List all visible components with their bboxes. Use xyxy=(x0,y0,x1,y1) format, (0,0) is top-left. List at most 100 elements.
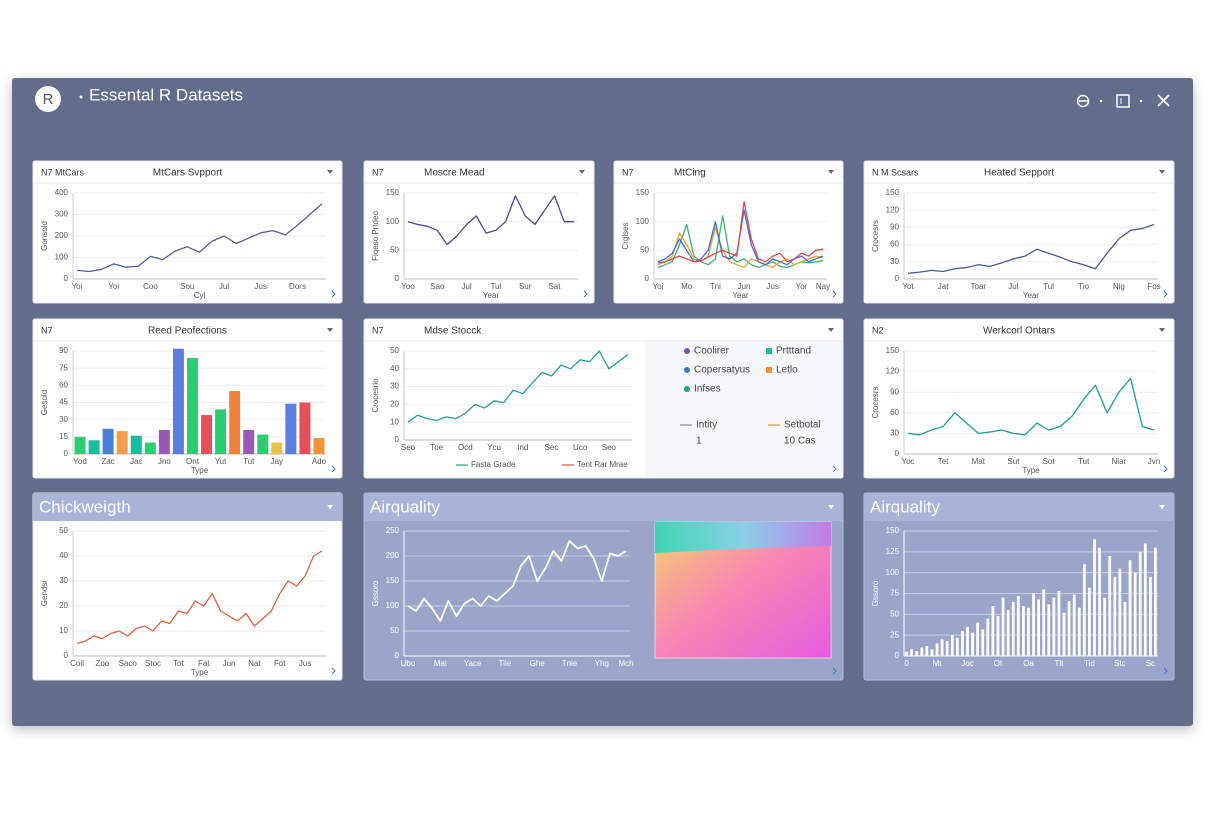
panel xyxy=(32,160,343,304)
y-tick-label: 40 xyxy=(59,551,68,560)
logo xyxy=(35,86,61,112)
bar xyxy=(201,415,213,454)
panel-tag: N7 MtCars xyxy=(41,167,85,177)
bar xyxy=(158,429,170,454)
bar xyxy=(215,409,227,454)
y-axis-label: Gssoro xyxy=(871,580,880,606)
y-axis-label: Crocesrs xyxy=(871,220,880,252)
y-tick-label: 120 xyxy=(886,205,900,214)
panel-title: Chickweigth xyxy=(39,497,131,516)
window-title: Essental R Datasets xyxy=(89,85,243,104)
x-tick-label: Ycu xyxy=(487,443,501,452)
bar xyxy=(1138,551,1142,656)
menu-button[interactable] xyxy=(579,170,585,174)
y-tick-label: 0 xyxy=(64,651,69,660)
minimize-button[interactable] xyxy=(1076,94,1090,108)
x-tick-label: Nat xyxy=(248,659,261,668)
x-tick-label: Yoi xyxy=(653,282,664,291)
bar xyxy=(905,651,908,656)
bar xyxy=(1006,610,1010,656)
menu-button[interactable] xyxy=(1159,505,1165,509)
x-tick-label: 0 xyxy=(904,659,909,668)
bar xyxy=(930,649,934,656)
x-tick-label: Toe xyxy=(430,443,443,452)
gradient-band xyxy=(655,522,831,553)
stat-value: 10 Cas xyxy=(784,436,816,447)
y-tick-label: 300 xyxy=(55,210,69,219)
y-tick-label: 30 xyxy=(59,576,68,585)
x-axis-label: Cyl xyxy=(194,291,206,300)
y-tick-label: 30 xyxy=(890,257,899,266)
corner-icon xyxy=(1163,667,1168,675)
menu-button[interactable] xyxy=(828,170,834,174)
close-button[interactable] xyxy=(1157,94,1170,107)
y-tick-label: 50 xyxy=(390,245,399,254)
y-tick-label: 0 xyxy=(395,435,400,444)
x-tick-label: Yod xyxy=(73,457,87,466)
y-tick-label: 150 xyxy=(886,346,900,355)
bar xyxy=(966,626,969,656)
corner-icon xyxy=(832,465,837,473)
menu-button[interactable] xyxy=(327,170,333,174)
bar xyxy=(1133,572,1137,656)
bar xyxy=(1103,597,1107,656)
y-tick-label: 0 xyxy=(64,274,69,283)
bar xyxy=(940,639,944,656)
bar xyxy=(313,437,325,454)
bar xyxy=(130,435,142,454)
menu-button[interactable] xyxy=(828,328,834,332)
panel-title: Moscre Mead xyxy=(424,168,485,179)
line xyxy=(907,223,1155,274)
menu-button[interactable] xyxy=(327,505,333,509)
bar xyxy=(243,429,255,454)
panel-title: MtCing xyxy=(674,168,706,179)
bar xyxy=(144,442,156,454)
menu-button[interactable] xyxy=(1159,170,1165,174)
y-tick-label: 30 xyxy=(390,382,399,391)
y-tick-label: 100 xyxy=(386,601,400,610)
y-tick-label: 150 xyxy=(886,188,900,197)
panel-tag: N M Scsars xyxy=(872,167,919,177)
bar xyxy=(955,637,959,656)
bar xyxy=(1032,593,1035,656)
bar xyxy=(920,647,924,656)
y-tick-label: 50 xyxy=(390,626,399,635)
menu-button[interactable] xyxy=(327,328,333,332)
bar xyxy=(271,442,283,454)
x-tick-label: Mo xyxy=(681,282,693,291)
menu-button[interactable] xyxy=(1159,328,1165,332)
maximize-button[interactable] xyxy=(1116,94,1130,108)
x-tick-label: Nlar xyxy=(1112,457,1127,466)
logo-text: R xyxy=(43,91,54,108)
menu-button[interactable] xyxy=(828,505,834,509)
bar xyxy=(1082,564,1086,656)
x-tick-label: Zac xyxy=(101,457,114,466)
x-tick-label: Yot xyxy=(902,282,914,291)
x-tick-label: Tot xyxy=(173,659,184,668)
y-tick-label: 100 xyxy=(886,568,900,577)
y-tick-label: 100 xyxy=(636,217,650,226)
x-tick-label: Jus xyxy=(299,659,311,668)
x-tick-label: Jat xyxy=(938,282,949,291)
x-tick-label: Tul xyxy=(1043,282,1054,291)
y-axis-label: Crocesrs xyxy=(871,386,880,418)
y-tick-label: 120 xyxy=(886,367,900,376)
y-tick-label: 60 xyxy=(890,240,899,249)
bar xyxy=(1098,547,1101,656)
panel-tag: N7 xyxy=(622,167,634,177)
bar xyxy=(229,391,241,454)
x-tick-label: Sao xyxy=(430,282,445,291)
bar xyxy=(1047,604,1051,656)
y-tick-label: 150 xyxy=(386,188,400,197)
legend-label: Infses xyxy=(694,384,721,395)
x-tick-label: Jul xyxy=(461,282,471,291)
x-tick-label: Zoo xyxy=(95,659,109,668)
x-tick-label: Yhg xyxy=(595,659,609,668)
y-tick-label: 0 xyxy=(395,651,400,660)
panel-header xyxy=(33,493,342,521)
corner-icon xyxy=(331,465,336,473)
panel-title: Airquality xyxy=(370,497,440,516)
dot xyxy=(1099,99,1103,103)
x-tick-label: Mat xyxy=(972,457,986,466)
bar xyxy=(1027,607,1030,656)
